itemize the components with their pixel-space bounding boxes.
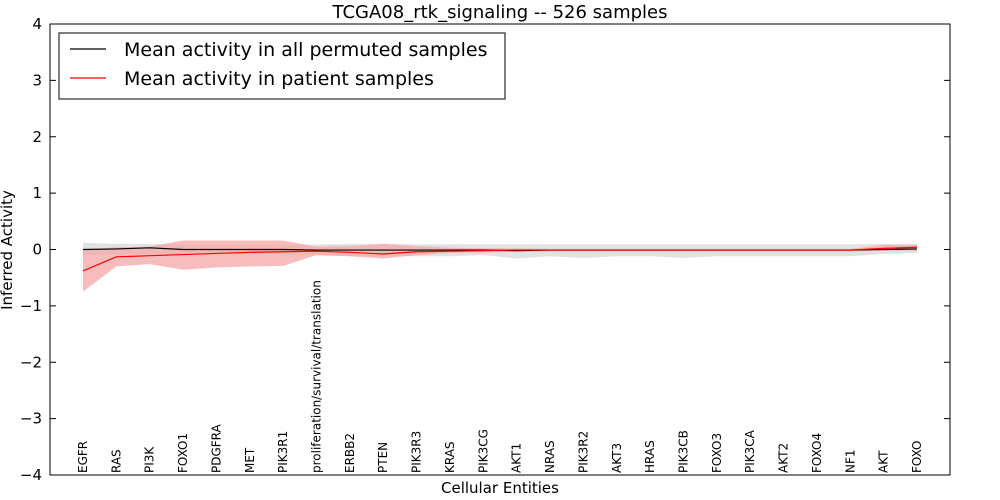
x-tick-label: FOXO3 bbox=[710, 433, 724, 473]
x-tick-label: PIK3CA bbox=[743, 429, 757, 473]
y-tick-label: 2 bbox=[32, 128, 42, 146]
x-tick-label: FOXO4 bbox=[810, 433, 824, 473]
y-tick-label: 0 bbox=[32, 241, 42, 259]
x-axis-ticks: EGFR RAS PI3K FOXO1 PDGFRA MET PIK3R1 prolifera… bbox=[76, 280, 924, 473]
x-tick-label: PIK3CB bbox=[676, 430, 690, 473]
legend-label-patient: Mean activity in patient samples bbox=[124, 68, 434, 90]
x-tick-label: FOXO1 bbox=[176, 433, 190, 473]
x-tick-label: KRAS bbox=[443, 441, 457, 473]
x-tick-label: PDGFRA bbox=[209, 423, 223, 473]
confidence-bands bbox=[83, 240, 917, 292]
x-tick-label: proliferation/survival/translation bbox=[310, 280, 324, 473]
x-tick-label: FOXO bbox=[910, 441, 924, 473]
legend-label-permuted: Mean activity in all permuted samples bbox=[124, 39, 487, 61]
x-tick-label: AKT2 bbox=[777, 443, 791, 473]
y-tick-label: 3 bbox=[32, 71, 42, 89]
chart-title: TCGA08_rtk_signaling -- 526 samples bbox=[332, 2, 668, 23]
x-tick-label: NF1 bbox=[843, 449, 857, 473]
x-tick-label: AKT bbox=[877, 450, 891, 473]
x-tick-label: ERBB2 bbox=[343, 433, 357, 473]
x-axis-label: Cellular Entities bbox=[441, 479, 559, 497]
y-tick-label: −4 bbox=[20, 466, 42, 484]
x-tick-label: PIK3R3 bbox=[410, 431, 424, 473]
x-tick-label: AKT1 bbox=[510, 443, 524, 473]
series-band-1 bbox=[83, 240, 917, 292]
y-axis-label: Inferred Activity bbox=[0, 190, 16, 310]
x-tick-label: AKT3 bbox=[610, 443, 624, 473]
x-tick-label: PIK3CG bbox=[476, 429, 490, 473]
x-tick-label: EGFR bbox=[76, 441, 90, 473]
y-tick-label: 1 bbox=[32, 184, 42, 202]
series-line-1 bbox=[82, 246, 918, 272]
x-tick-label: PTEN bbox=[376, 442, 390, 473]
x-tick-label: RAS bbox=[109, 449, 123, 473]
legend-box bbox=[58, 32, 506, 100]
x-tick-label: PIK3R1 bbox=[276, 431, 290, 473]
y-tick-label: 4 bbox=[32, 15, 42, 33]
y-tick-label: −1 bbox=[20, 297, 42, 315]
x-tick-label: HRAS bbox=[643, 440, 657, 473]
y-tick-label: −2 bbox=[20, 353, 42, 371]
legend: Mean activity in all permuted samples Me… bbox=[58, 32, 506, 100]
x-tick-label: MET bbox=[243, 447, 257, 473]
y-axis-ticks: −4 −3 −2 −1 0 1 2 3 4 bbox=[20, 15, 950, 484]
x-tick-label: PI3K bbox=[143, 446, 157, 473]
series-lines bbox=[82, 246, 918, 272]
x-tick-label: PIK3R2 bbox=[576, 431, 590, 473]
y-tick-label: −3 bbox=[20, 410, 42, 428]
x-tick-label: NRAS bbox=[543, 440, 557, 473]
